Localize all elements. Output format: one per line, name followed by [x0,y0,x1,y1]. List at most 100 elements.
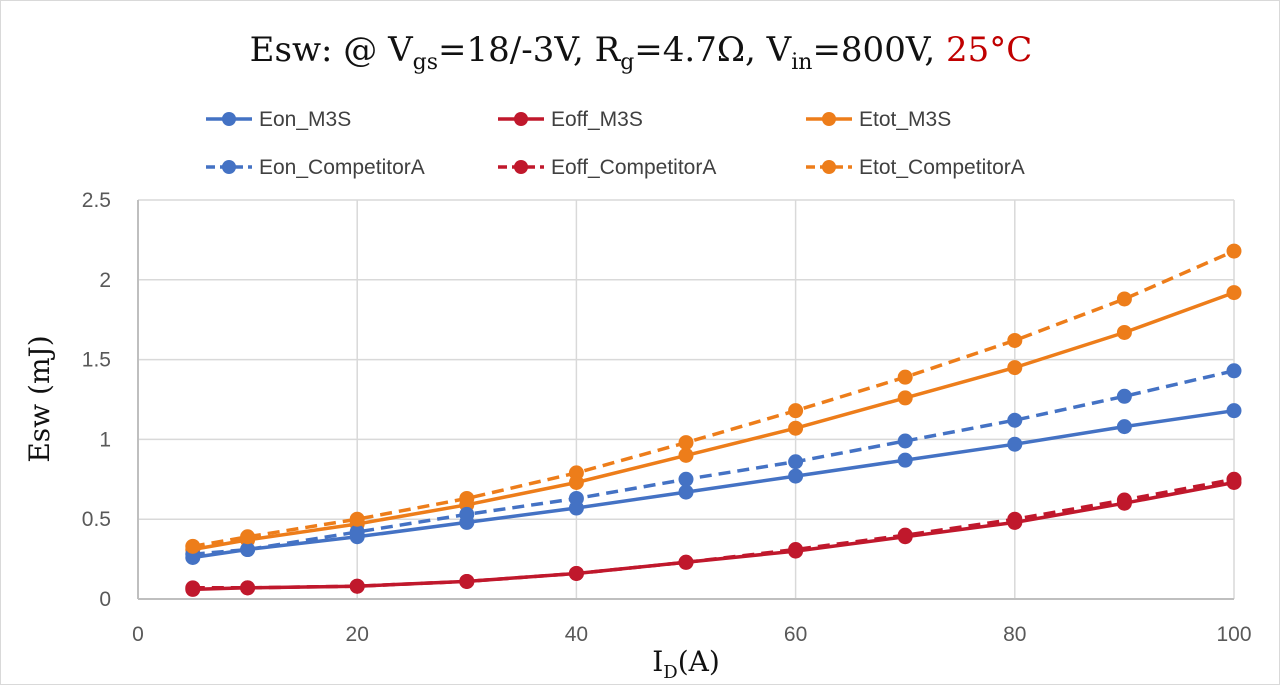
x-tick-label: 100 [1216,623,1251,646]
data-point-etot-m3s [897,390,913,406]
data-point-eon-m3s [1116,419,1132,435]
x-axis-title: ID(A) [652,645,720,683]
y-tick-label: 0.5 [82,508,111,531]
series-eoff-competitora [185,471,1242,596]
x-axis-title-main: I [652,645,663,678]
axes [137,200,1234,600]
data-point-eon-competitora [1007,412,1023,428]
gridlines [137,199,1235,600]
legend-swatch-marker [822,112,836,126]
x-tick-label: 0 [132,623,144,646]
legend-item-eoff-m3s: Eoff_M3S [498,108,643,131]
legend-label: Eoff_M3S [551,108,643,131]
data-point-eoff-competitora [185,580,201,596]
x-axis-title-unit: (A) [678,645,720,678]
data-point-etot-competitora [185,538,201,554]
data-point-eon-m3s [897,452,913,468]
data-point-etot-m3s [788,420,804,436]
data-point-eon-competitora [1226,363,1242,379]
legend-swatch-marker [222,160,236,174]
data-point-etot-competitora [1116,291,1132,307]
title-vin-value: =800V, [812,30,946,70]
data-point-etot-competitora [349,511,365,527]
data-point-etot-competitora [1226,243,1242,259]
data-point-eon-m3s [1007,436,1023,452]
data-point-eoff-competitora [568,565,584,581]
tick-labels: 0 0.5 1 1.5 2 2.5 0 20 40 60 80 100 [82,189,1252,646]
data-point-etot-m3s [1007,360,1023,376]
data-point-eoff-competitora [788,542,804,558]
legend-label: Etot_M3S [859,108,951,131]
data-point-etot-m3s [1116,324,1132,340]
legend-label: Etot_CompetitorA [859,156,1025,179]
legend-label: Eon_M3S [259,108,351,131]
title-vin-subscript: in [791,50,812,75]
data-point-eoff-competitora [459,573,475,589]
data-point-eon-competitora [240,542,256,558]
data-point-etot-competitora [897,369,913,385]
legend-swatch-marker [222,112,236,126]
data-point-etot-m3s [678,447,694,463]
y-tick-label: 0 [99,588,111,611]
data-point-eon-m3s [678,484,694,500]
data-point-etot-competitora [240,529,256,545]
data-point-etot-m3s [1226,285,1242,301]
data-point-eon-competitora [459,506,475,522]
data-point-etot-competitora [1007,332,1023,348]
data-point-etot-competitora [788,403,804,419]
data-point-eoff-competitora [678,554,694,570]
title-rg-value: =4.7Ω, V [634,30,792,70]
legend-item-etot-competitora: Etot_CompetitorA [806,156,1025,179]
legend-item-eon-m3s: Eon_M3S [206,108,351,131]
x-tick-label: 80 [1003,623,1026,646]
data-point-etot-competitora [678,435,694,451]
data-point-eon-competitora [897,433,913,449]
title-vgs-subscript: gs [413,50,438,75]
title-prefix: Esw: @ V [250,30,414,70]
x-tick-label: 60 [784,623,807,646]
data-point-eon-competitora [1116,388,1132,404]
y-tick-label: 1.5 [82,349,111,372]
data-point-eoff-competitora [1226,471,1242,487]
legend-item-etot-m3s: Etot_M3S [806,108,951,131]
series-eon-competitora [185,363,1242,562]
data-point-eoff-competitora [897,527,913,543]
series-etot-m3s [185,285,1242,558]
data-point-eoff-competitora [1116,492,1132,508]
legend-label: Eoff_CompetitorA [551,156,716,179]
legend-item-eoff-competitora: Eoff_CompetitorA [498,156,716,179]
data-point-eoff-competitora [240,580,256,596]
series-etot-competitora [185,243,1242,554]
series-line-etot-competitora [192,249,1235,549]
data-point-eon-competitora [349,524,365,540]
title-vgs-value: =18/-3V, R [438,30,622,70]
y-axis-title: Esw (mJ) [23,335,56,462]
data-point-eon-competitora [788,454,804,470]
legend-swatch-marker [514,160,528,174]
x-tick-label: 20 [346,623,369,646]
data-point-eon-m3s [788,468,804,484]
legend-swatch-marker [822,160,836,174]
data-point-eon-m3s [1226,403,1242,419]
data-point-eoff-competitora [349,578,365,594]
legend: Eon_M3S Eoff_M3S Etot_M3S Eon_CompetitorA Eo… [206,108,1025,179]
title-rg-subscript: g [620,50,634,75]
x-axis-title-subscript: D [663,662,677,683]
y-tick-label: 1 [99,428,111,451]
title-temperature: 25°C [946,30,1032,70]
x-tick-label: 40 [565,623,588,646]
legend-swatch-marker [514,112,528,126]
data-point-eoff-competitora [1007,511,1023,527]
series-line-eoff-m3s [191,480,1236,592]
chart-title: Esw: @ Vgs=18/-3V, Rg=4.7Ω, Vin=800V, 25… [250,30,1033,75]
y-tick-label: 2 [99,269,111,292]
data-point-etot-competitora [568,465,584,481]
legend-label: Eon_CompetitorA [259,156,425,179]
series-line-eon-m3s [191,408,1236,560]
data-point-eon-competitora [678,471,694,487]
data-point-eon-competitora [568,490,584,506]
series-eoff-m3s [185,474,1242,597]
y-tick-label: 2.5 [82,189,111,212]
